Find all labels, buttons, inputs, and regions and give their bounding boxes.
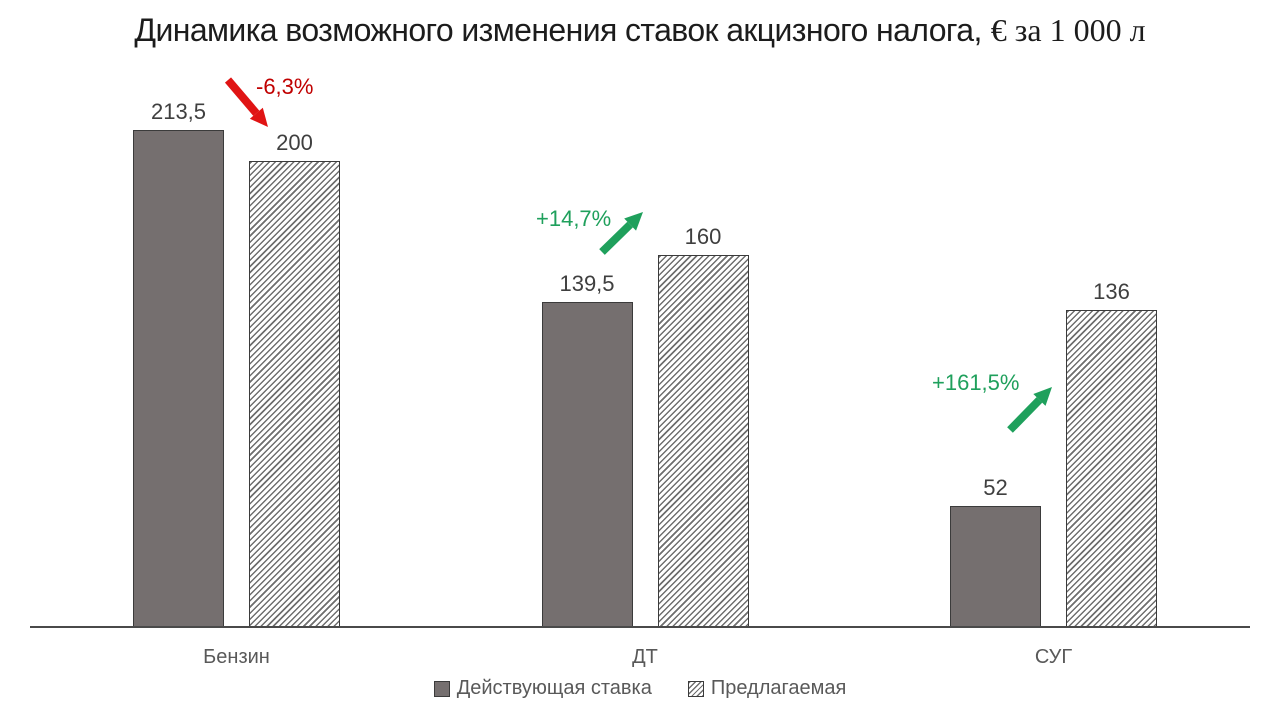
legend-item-current-rate: Действующая ставка (433, 677, 652, 700)
axis-category-label: СУГ (1034, 646, 1073, 668)
change-label: +14,7% (536, 206, 612, 231)
bar-value-label: 52 (983, 474, 1008, 500)
axis-category-label: Бензин (203, 646, 270, 668)
legend-swatch-solid-icon (433, 680, 450, 697)
legend-label-current-rate: Действующая ставка (456, 677, 652, 699)
bar-solid-1 (133, 130, 224, 627)
legend-swatch-hatched-icon (687, 680, 704, 697)
bar-value-label: 136 (1093, 279, 1130, 305)
bar-solid-3 (950, 505, 1041, 627)
bar-value-label: 200 (276, 130, 313, 156)
chart-title-unit: € за 1 000 л (990, 12, 1146, 48)
bar-hatched-2 (657, 254, 749, 627)
bar-hatched-3 (1066, 310, 1157, 627)
bar-value-label: 213,5 (150, 99, 207, 124)
bar-solid-2 (541, 302, 633, 627)
legend-item-proposed: Предлагаемая (687, 677, 847, 700)
bar-value-label: 160 (684, 223, 722, 249)
legend: Действующая ставка Предлагаемая (0, 677, 1280, 700)
chart-title-main: Динамика возможного изменения ставок акц… (134, 12, 982, 48)
bar-hatched-1 (249, 161, 340, 627)
chart-title: Динамика возможного изменения ставок акц… (0, 12, 1280, 49)
x-axis-line (30, 626, 1250, 628)
axis-category-label: ДТ (632, 646, 658, 668)
legend-label-proposed: Предлагаемая (710, 677, 847, 699)
bar-value-label: 139,5 (559, 271, 615, 297)
change-label: -6,3% (256, 74, 314, 99)
change-label: +161,5% (932, 370, 1020, 395)
